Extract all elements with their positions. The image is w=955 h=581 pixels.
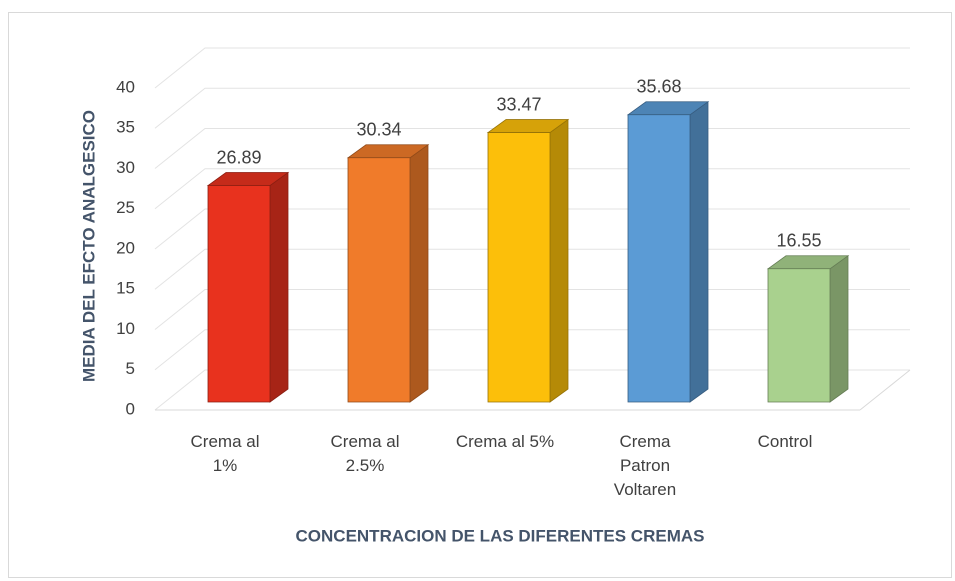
x-tick-label: Crema al 1% [190, 432, 260, 475]
bar-front [207, 185, 271, 403]
bar-side [549, 118, 569, 403]
data-label: 16.55 [776, 231, 821, 251]
x-tick-label: Crema Patron Voltaren [613, 432, 677, 499]
y-tick-label: 10 [116, 319, 135, 338]
data-label: 33.47 [496, 94, 541, 114]
bar-front [767, 268, 831, 403]
y-tick-label: 25 [116, 198, 135, 217]
bar [766, 254, 850, 403]
x-tick-label: Crema al 5% [455, 432, 555, 451]
y-tick-label: 40 [116, 77, 135, 96]
bar-front [627, 114, 691, 403]
x-tick-label: Control [757, 432, 813, 451]
bar-side [689, 100, 709, 403]
x-axis-title: CONCENTRACION DE LAS DIFERENTES CREMAS [296, 526, 705, 545]
bar [346, 143, 430, 403]
y-tick-label: 20 [116, 238, 135, 257]
bar-front [487, 132, 551, 403]
bar [626, 100, 710, 403]
bar-side [269, 171, 289, 403]
bar [206, 171, 290, 403]
bar [486, 118, 570, 403]
grid-line [154, 87, 910, 129]
bar-side [829, 254, 849, 403]
y-tick-label: 35 [116, 118, 135, 137]
y-tick-label: 15 [116, 279, 135, 298]
y-tick-label: 30 [116, 158, 135, 177]
floor-right [859, 369, 911, 411]
x-tick-label: Crema al 2.5% [330, 432, 400, 475]
y-tick-label: 0 [126, 399, 135, 418]
y-tick-label: 5 [126, 359, 135, 378]
chart-frame [8, 12, 952, 578]
data-label: 30.34 [356, 120, 401, 140]
bar-side [409, 143, 429, 403]
data-label: 35.68 [636, 77, 681, 97]
grid-line [154, 47, 910, 89]
bar-front [347, 157, 411, 403]
y-axis-title: MEDIA DEL EFCTO ANALGESICO [79, 110, 98, 382]
data-label: 26.89 [216, 147, 261, 167]
